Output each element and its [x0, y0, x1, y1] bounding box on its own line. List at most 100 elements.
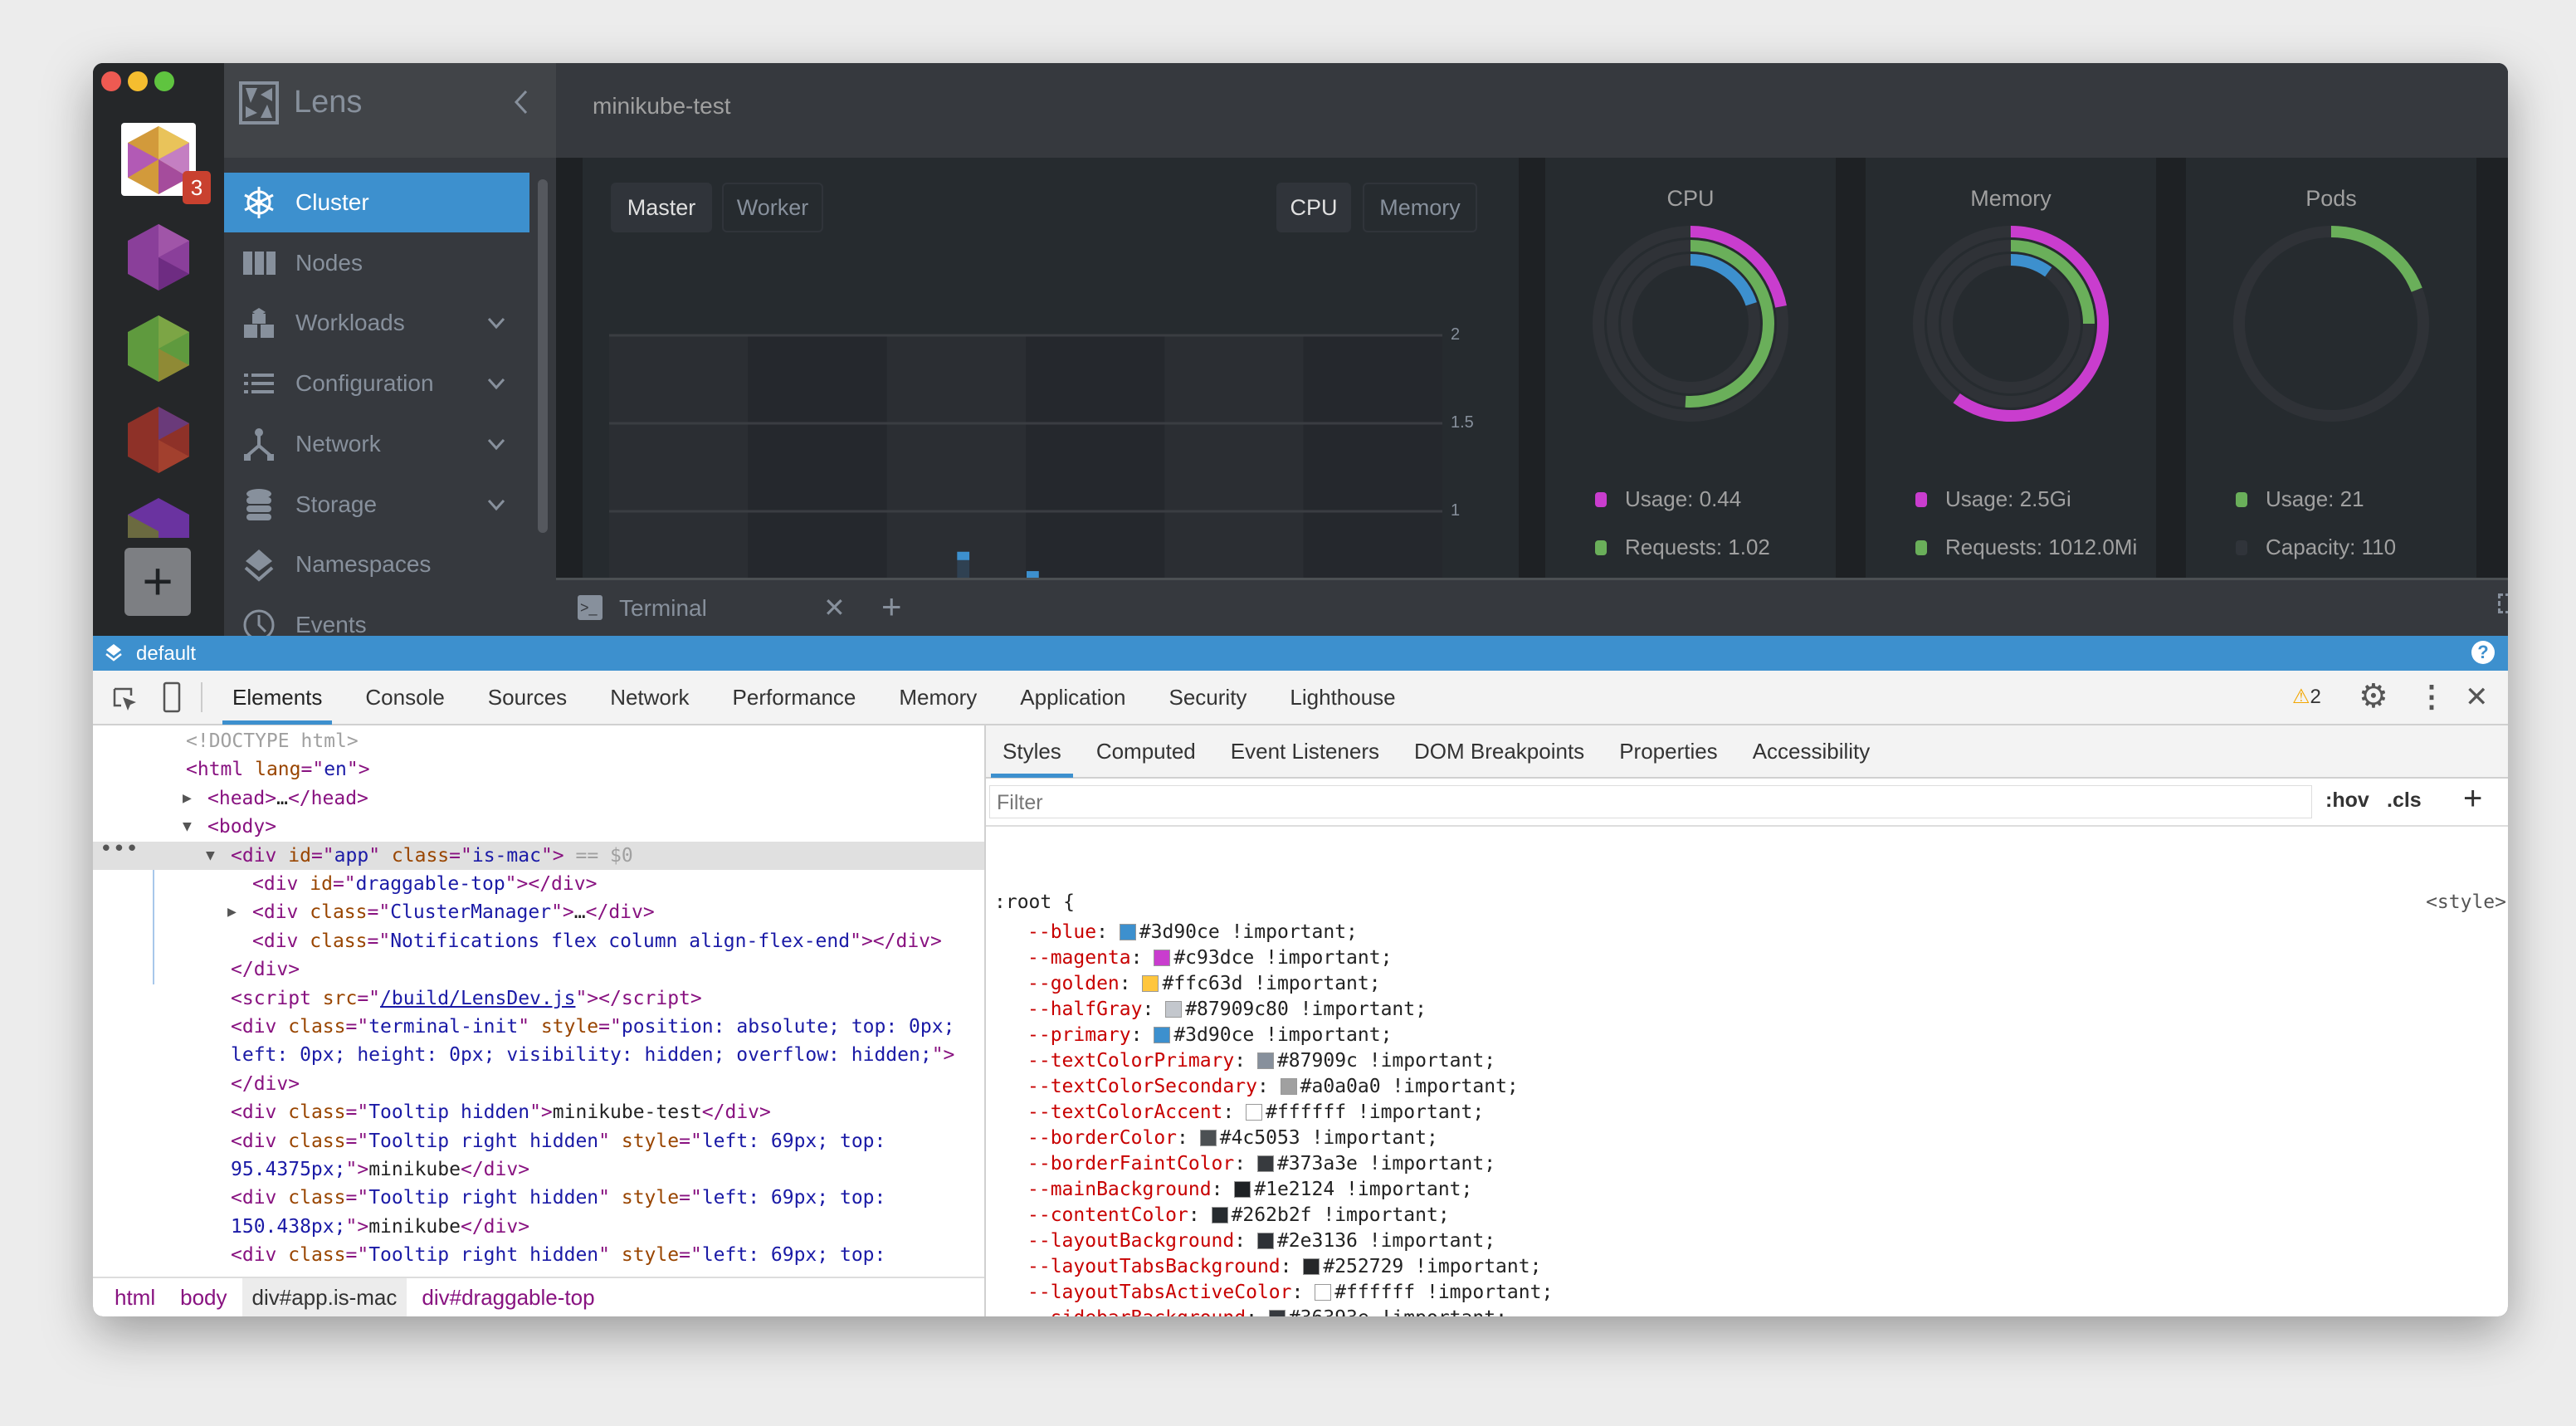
css-declaration[interactable]: --borderFaintColor: #373a3e !important;: [1027, 1151, 1495, 1177]
tab-memory[interactable]: Memory: [899, 685, 978, 710]
dom-node-line[interactable]: <div class="Tooltip right hidden" style=…: [231, 1241, 886, 1269]
tab-elements[interactable]: Elements: [232, 685, 323, 710]
css-declaration[interactable]: --layoutTabsBackground: #252729 !importa…: [1027, 1254, 1541, 1280]
dom-node-line[interactable]: </div>: [231, 955, 300, 984]
dom-node-line[interactable]: <div class="ClusterManager">…</div>: [252, 898, 655, 926]
breadcrumb-item[interactable]: body: [180, 1285, 227, 1310]
help-icon[interactable]: ?: [2471, 641, 2495, 664]
css-declaration[interactable]: --blue: #3d90ce !important;: [1027, 920, 1358, 945]
expand-arrow-icon[interactable]: ▶: [183, 789, 192, 807]
breadcrumb-item[interactable]: div#app.is-mac: [242, 1278, 407, 1316]
color-swatch[interactable]: [1142, 975, 1159, 992]
tab-styles[interactable]: Styles: [1003, 739, 1061, 764]
tab-worker[interactable]: Worker: [722, 183, 823, 232]
close-terminal-icon[interactable]: ✕: [823, 593, 846, 623]
dom-node-line[interactable]: <html lang="en">: [186, 755, 370, 784]
dom-node-line[interactable]: <div class="Notifications flex column al…: [252, 927, 942, 955]
color-swatch[interactable]: [1256, 1233, 1274, 1249]
warnings-counter[interactable]: ⚠2: [2292, 671, 2321, 724]
color-swatch[interactable]: [1268, 1310, 1286, 1316]
color-swatch[interactable]: [1246, 1104, 1263, 1121]
new-terminal-button[interactable]: +: [881, 587, 902, 626]
css-declaration[interactable]: --halfGray: #87909c80 !important;: [1027, 997, 1427, 1023]
new-style-rule-button[interactable]: +: [2463, 780, 2483, 817]
tab-network[interactable]: Network: [610, 685, 690, 710]
gear-icon[interactable]: ⚙: [2359, 678, 2388, 715]
color-swatch[interactable]: [1119, 924, 1136, 940]
sidebar-item-storage[interactable]: Storage: [224, 475, 529, 535]
dom-node-line[interactable]: <body>: [207, 813, 276, 841]
style-source-link[interactable]: <style>: [2426, 891, 2506, 913]
dom-node-line[interactable]: <div id="draggable-top"></div>: [252, 870, 597, 898]
dom-node-line[interactable]: <div id="app" class="is-mac"> == $0: [231, 842, 633, 870]
sidebar-item-network[interactable]: Network: [224, 414, 529, 474]
fullscreen-icon[interactable]: [2498, 593, 2508, 613]
color-swatch[interactable]: [1199, 1130, 1217, 1146]
css-declaration[interactable]: --layoutBackground: #2e3136 !important;: [1027, 1228, 1495, 1254]
css-declaration[interactable]: --borderColor: #4c5053 !important;: [1027, 1126, 1438, 1151]
cls-toggle[interactable]: .cls: [2387, 789, 2422, 812]
dom-node-line[interactable]: <script src="/build/LensDev.js"></script…: [231, 984, 702, 1013]
tab-master[interactable]: Master: [611, 183, 712, 232]
cluster-icon-minikube-test[interactable]: [121, 123, 196, 196]
collapse-sidebar-icon[interactable]: [513, 88, 529, 116]
dom-node-line[interactable]: <div class="Tooltip right hidden" style=…: [231, 1184, 886, 1212]
dom-node-line[interactable]: 95.4375px;">minikube</div>: [231, 1155, 529, 1184]
color-swatch[interactable]: [1234, 1181, 1251, 1198]
hov-toggle[interactable]: :hov: [2325, 789, 2369, 812]
color-swatch[interactable]: [1211, 1207, 1228, 1223]
css-declaration[interactable]: --textColorSecondary: #a0a0a0 !important…: [1027, 1074, 1519, 1100]
css-declaration[interactable]: --textColorAccent: #ffffff !important;: [1027, 1100, 1484, 1126]
css-declaration[interactable]: --primary: #3d90ce !important;: [1027, 1023, 1392, 1048]
dom-node-line[interactable]: <div class="Tooltip right hidden" style=…: [231, 1127, 886, 1155]
color-swatch[interactable]: [1165, 1001, 1183, 1018]
tab-sources[interactable]: Sources: [487, 685, 568, 710]
dom-node-line[interactable]: left: 0px; height: 0px; visibility: hidd…: [231, 1041, 954, 1069]
color-swatch[interactable]: [1280, 1078, 1297, 1095]
tab-memory[interactable]: Memory: [1363, 183, 1477, 232]
expand-arrow-icon[interactable]: ▶: [227, 903, 237, 921]
color-swatch[interactable]: [1256, 1052, 1274, 1069]
hexagon-cluster-icon[interactable]: [121, 314, 196, 383]
breadcrumb-item[interactable]: div#draggable-top: [422, 1285, 595, 1310]
close-window-button[interactable]: [101, 71, 121, 91]
hexagon-cluster-icon[interactable]: [121, 222, 196, 292]
dom-node-line[interactable]: <head>…</head>: [207, 784, 368, 813]
collapse-arrow-icon[interactable]: ▼: [183, 818, 192, 836]
hexagon-cluster-icon[interactable]: [121, 405, 196, 475]
tab-accessibility[interactable]: Accessibility: [1752, 739, 1871, 764]
sidebar-scrollbar[interactable]: [538, 179, 548, 533]
breadcrumb-item[interactable]: html: [115, 1285, 156, 1310]
tab-cpu[interactable]: CPU: [1276, 183, 1351, 232]
dom-node-line[interactable]: <div class="terminal-init" style="positi…: [231, 1013, 954, 1041]
css-declaration[interactable]: --golden: #ffc63d !important;: [1027, 971, 1381, 997]
tab-lighthouse[interactable]: Lighthouse: [1290, 685, 1396, 710]
sidebar-item-cluster[interactable]: Cluster: [224, 173, 529, 232]
code-token[interactable]: /build/LensDev.js: [380, 987, 576, 1009]
add-cluster-button[interactable]: +: [124, 548, 191, 616]
tab-performance[interactable]: Performance: [732, 685, 856, 710]
tab-console[interactable]: Console: [365, 685, 445, 710]
tab-event-listeners[interactable]: Event Listeners: [1230, 739, 1379, 764]
sidebar-item-workloads[interactable]: Workloads: [224, 293, 529, 353]
dom-node-line[interactable]: <div class="Tooltip hidden">minikube-tes…: [231, 1098, 771, 1126]
color-swatch[interactable]: [1303, 1258, 1320, 1275]
more-options-icon[interactable]: ⋮: [2417, 679, 2447, 713]
dom-node-line[interactable]: </div>: [231, 1070, 300, 1098]
css-declaration[interactable]: --textColorPrimary: #87909c !important;: [1027, 1048, 1495, 1074]
hexagon-cluster-icon[interactable]: [121, 496, 196, 538]
dom-node-line[interactable]: <!DOCTYPE html>: [186, 727, 359, 755]
sidebar-item-configuration[interactable]: Configuration: [224, 354, 529, 413]
minimize-window-button[interactable]: [128, 71, 148, 91]
tab-application[interactable]: Application: [1020, 685, 1126, 710]
sidebar-item-nodes[interactable]: Nodes: [224, 233, 529, 293]
close-devtools-icon[interactable]: ✕: [2465, 681, 2489, 713]
css-declaration[interactable]: --layoutTabsActiveColor: #ffffff !import…: [1027, 1280, 1553, 1306]
css-declaration[interactable]: --magenta: #c93dce !important;: [1027, 945, 1392, 971]
css-declaration[interactable]: --contentColor: #262b2f !important;: [1027, 1203, 1450, 1228]
namespace-label[interactable]: default: [136, 642, 197, 665]
tab-terminal[interactable]: Terminal: [619, 595, 707, 621]
device-toolbar-icon[interactable]: [159, 681, 184, 714]
maximize-window-button[interactable]: [154, 71, 174, 91]
css-declaration[interactable]: --mainBackground: #1e2124 !important;: [1027, 1177, 1472, 1203]
